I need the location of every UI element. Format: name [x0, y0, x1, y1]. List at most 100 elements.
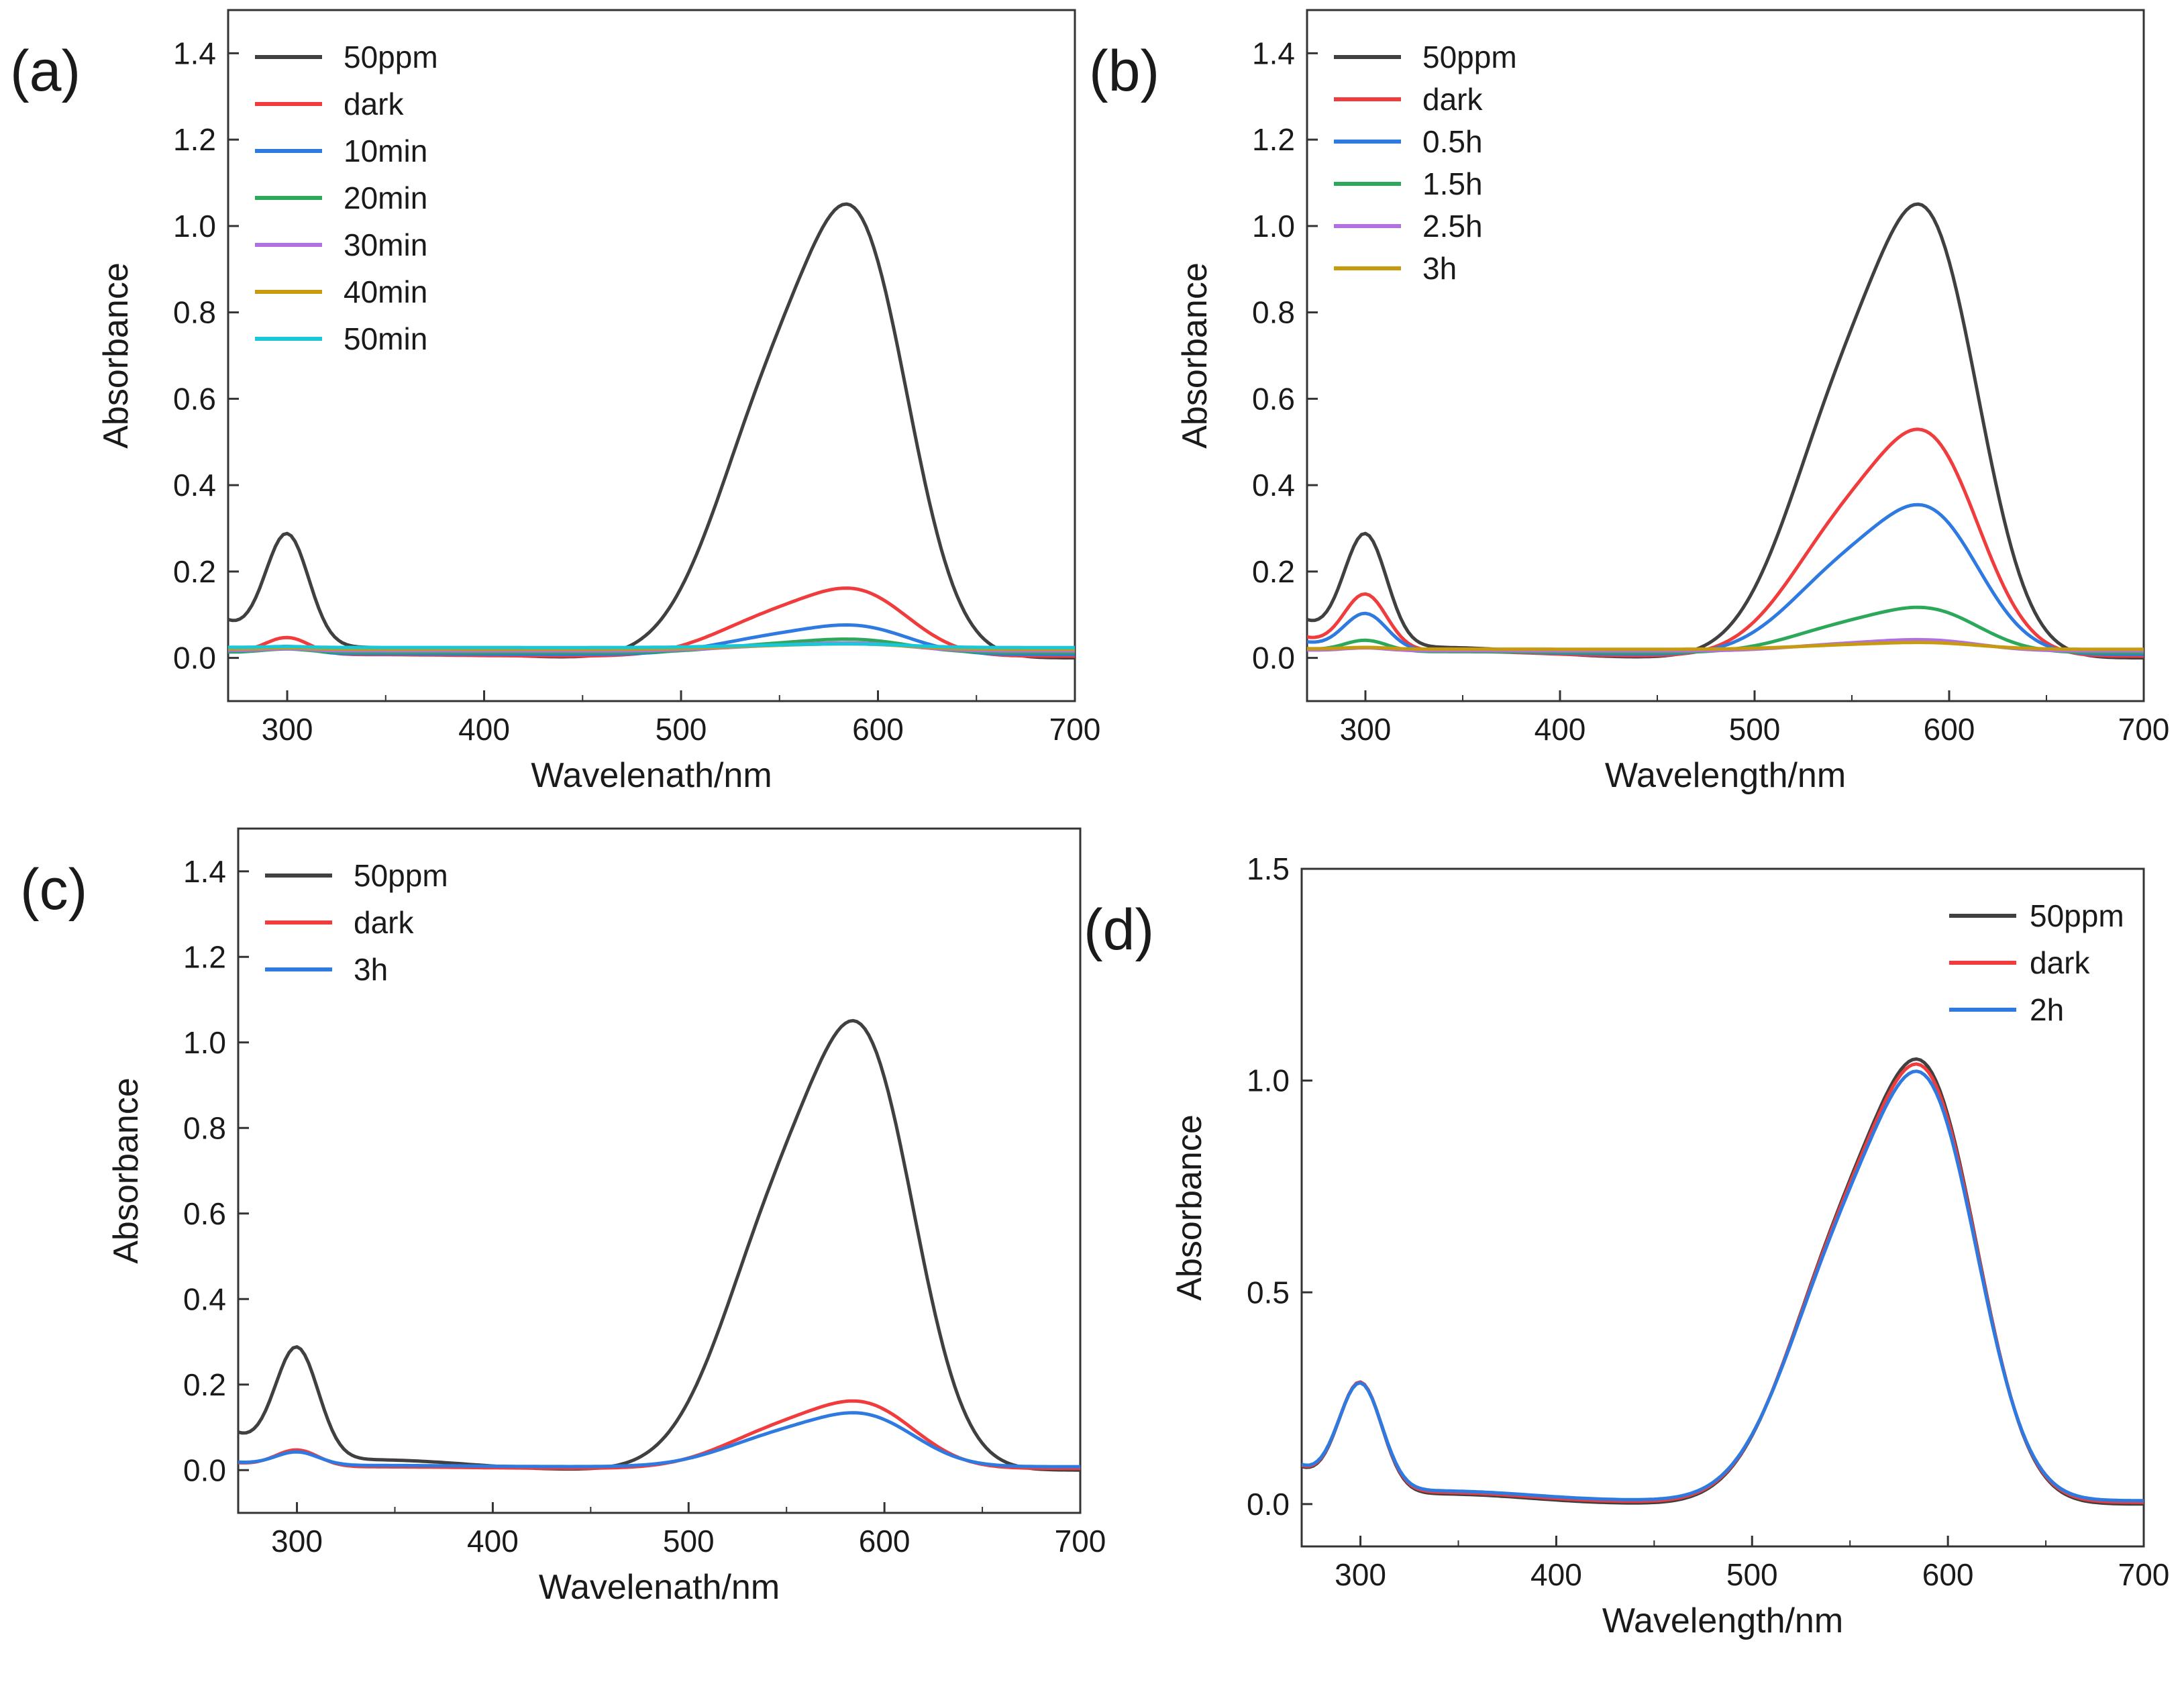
y-axis-title: Absorbance — [1176, 262, 1214, 449]
x-tick-label: 700 — [2118, 712, 2170, 747]
y-tick-label: 0.8 — [173, 295, 216, 330]
y-tick-label: 0.8 — [1252, 295, 1295, 330]
legend-label: 20min — [344, 180, 427, 215]
legend-label: 3h — [1422, 251, 1457, 286]
x-axis-title: Wavelength/nm — [1602, 1601, 1843, 1640]
legend-label: dark — [1422, 82, 1483, 117]
x-tick-label: 400 — [467, 1524, 519, 1559]
plot-frame — [1306, 9, 2145, 702]
x-tick-label: 600 — [852, 712, 904, 747]
panel-a: 300 400 500 600 700 0.0 0.2 0.4 0.6 0.8 1.0 1.2 1.4 W… — [10, 9, 1101, 795]
series-line-50ppm — [238, 1018, 1080, 1472]
legend-label: 50min — [344, 321, 427, 356]
series-line-dark — [1307, 427, 2144, 658]
series-line-50min — [228, 642, 1075, 649]
y-tick-label: 1.5 — [1247, 851, 1290, 886]
legend: 50ppm dark 10min 20min 30min 40min 50min — [255, 40, 438, 356]
legend-label: 50ppm — [2030, 898, 2124, 933]
x-tick-label: 700 — [1049, 712, 1101, 747]
x-tick-label: 600 — [1922, 1557, 1974, 1592]
legend-label: 3h — [354, 952, 388, 987]
y-tick-label: 0.4 — [1252, 468, 1295, 503]
legend-label: 2.5h — [1422, 209, 1483, 244]
y-tick-label: 1.0 — [183, 1025, 226, 1060]
legend-label: 50ppm — [1422, 40, 1517, 74]
x-tick-label: 300 — [1335, 1557, 1386, 1592]
y-tick-label: 0.6 — [183, 1196, 226, 1231]
y-tick-label: 1.4 — [173, 36, 216, 70]
panel-c: 300 400 500 600 700 0.0 0.2 0.4 0.6 0.8 1.0 1.2 1.4 W… — [20, 827, 1106, 1607]
x-tick-label: 300 — [271, 1524, 323, 1559]
x-tick-label: 700 — [2118, 1557, 2170, 1592]
y-tick-label: 0.6 — [173, 381, 216, 416]
legend-label: 40min — [344, 274, 427, 309]
y-tick-label: 0.2 — [1252, 554, 1295, 589]
y-tick-label: 1.4 — [1252, 36, 1295, 70]
x-tick-label: 400 — [1530, 1557, 1582, 1592]
x-tick-label: 700 — [1055, 1524, 1106, 1559]
y-axis-title: Absorbance — [1170, 1114, 1209, 1301]
y-tick-label: 0.2 — [183, 1367, 226, 1402]
panel-d: 300 400 500 600 700 0.0 0.5 1.0 1.5 Wavelength/nm… — [1084, 851, 2169, 1640]
series-line-50ppm — [228, 202, 1075, 660]
x-tick-label: 500 — [1726, 1557, 1778, 1592]
panel-label: (b) — [1089, 39, 1159, 103]
legend-label: 50ppm — [354, 858, 448, 893]
y-tick-label: 1.0 — [173, 209, 216, 244]
series-line-dark — [1302, 1062, 2144, 1504]
x-tick-label: 400 — [1535, 712, 1586, 747]
y-tick-label: 1.4 — [183, 854, 226, 889]
y-tick-label: 0.0 — [173, 641, 216, 676]
y-tick-label: 0.6 — [1252, 381, 1295, 416]
x-tick-label: 400 — [458, 712, 510, 747]
plot-frame — [237, 827, 1082, 1514]
y-tick-label: 1.2 — [1252, 122, 1295, 157]
x-axis-title: Wavelength/nm — [1605, 756, 1846, 795]
series-line-50ppm — [1307, 202, 2144, 660]
x-tick-label: 300 — [262, 712, 313, 747]
x-axis-title: Wavelenath/nm — [539, 1568, 780, 1607]
series-line-2h — [1302, 1069, 2144, 1503]
y-tick-label: 0.0 — [183, 1453, 226, 1487]
y-tick-label: 1.2 — [183, 939, 226, 974]
y-tick-label: 0.8 — [183, 1110, 226, 1145]
y-axis-title: Absorbance — [97, 262, 136, 449]
x-tick-label: 500 — [656, 712, 707, 747]
y-tick-label: 0.4 — [173, 468, 216, 503]
y-tick-label: 1.2 — [173, 122, 216, 157]
y-tick-label: 0.4 — [183, 1281, 226, 1316]
legend-label: dark — [354, 905, 414, 940]
series-line-50ppm — [1302, 1057, 2144, 1506]
y-axis-title: Absorbance — [107, 1077, 146, 1264]
legend-label: dark — [2030, 945, 2090, 980]
legend: 50ppm dark 2h — [1949, 898, 2124, 1027]
panel-b: 300 400 500 600 700 0.0 0.2 0.4 0.6 0.8 1.0 1.2 1.4 W… — [1089, 9, 2170, 795]
panel-label: (d) — [1084, 898, 1154, 962]
plot-frame — [227, 9, 1076, 702]
x-tick-label: 500 — [663, 1524, 715, 1559]
legend: 50ppm dark 3h — [265, 858, 448, 987]
series-line-3h — [238, 1411, 1080, 1469]
plot-frame — [1300, 867, 2145, 1548]
y-tick-label: 0.5 — [1247, 1275, 1290, 1310]
legend-label: 0.5h — [1422, 124, 1483, 159]
series-line-3h — [1307, 641, 2144, 651]
legend: 50ppm dark 0.5h 1.5h 2.5h 3h — [1334, 40, 1517, 286]
y-tick-label: 1.0 — [1252, 209, 1295, 244]
x-tick-label: 600 — [1924, 712, 1975, 747]
panel-label: (c) — [20, 857, 87, 922]
y-tick-label: 0.2 — [173, 554, 216, 589]
x-tick-label: 500 — [1729, 712, 1781, 747]
legend-label: 10min — [344, 134, 427, 168]
x-axis-title: Wavelenath/nm — [531, 756, 772, 795]
y-tick-label: 1.0 — [1247, 1063, 1290, 1098]
y-tick-label: 0.0 — [1252, 641, 1295, 676]
legend-label: 1.5h — [1422, 166, 1483, 201]
legend-label: dark — [344, 87, 404, 121]
y-tick-label: 0.0 — [1247, 1487, 1290, 1522]
legend-label: 2h — [2030, 992, 2064, 1027]
legend-label: 30min — [344, 227, 427, 262]
panel-label: (a) — [10, 39, 81, 103]
x-tick-label: 300 — [1340, 712, 1392, 747]
